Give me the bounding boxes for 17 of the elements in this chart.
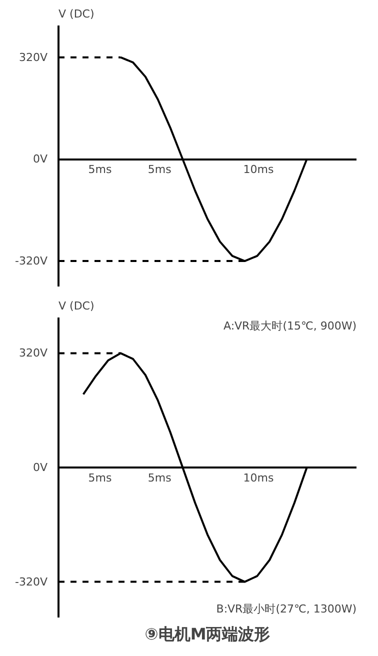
annotation: B:VR最小时(27℃, 1300W) — [216, 602, 356, 616]
y-tick-label: -320V — [15, 254, 48, 268]
annotation: 5ms — [88, 163, 112, 176]
annotation: 10ms — [243, 472, 274, 484]
y-tick-label: 0V — [32, 152, 48, 166]
y-tick-label: 0V — [32, 461, 48, 474]
text: ⑨电机M两端波形 — [144, 624, 270, 644]
y-tick-label: 320V — [18, 346, 48, 360]
annotation: 5ms — [88, 472, 112, 484]
annotation: 5ms — [148, 472, 172, 484]
y-axis-title: V (DC) — [58, 8, 94, 20]
annotation: 5ms — [148, 163, 172, 176]
y-axis-title: V (DC) — [58, 300, 94, 312]
y-tick-label: -320V — [15, 575, 48, 588]
y-tick-label: 320V — [18, 50, 48, 64]
annotation: 10ms — [243, 163, 274, 176]
annotation: A:VR最大时(15℃, 900W) — [223, 320, 357, 332]
